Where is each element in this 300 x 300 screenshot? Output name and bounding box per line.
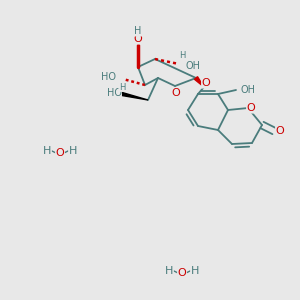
Text: O: O xyxy=(276,126,284,136)
Text: H: H xyxy=(179,52,185,61)
Text: H: H xyxy=(43,146,51,156)
Text: H: H xyxy=(69,146,77,156)
Text: HO: HO xyxy=(101,72,116,82)
Text: O: O xyxy=(172,88,180,98)
Polygon shape xyxy=(122,92,148,100)
Polygon shape xyxy=(194,77,204,87)
Text: H: H xyxy=(134,26,142,36)
Text: H: H xyxy=(191,266,199,276)
Text: H: H xyxy=(119,82,125,91)
Text: O: O xyxy=(247,103,255,113)
Text: O: O xyxy=(202,78,210,88)
Text: HO: HO xyxy=(106,88,122,98)
Text: O: O xyxy=(56,148,64,158)
Text: OH: OH xyxy=(185,61,200,71)
Text: OH: OH xyxy=(241,85,256,95)
Text: O: O xyxy=(134,34,142,44)
Text: O: O xyxy=(178,268,186,278)
Text: H: H xyxy=(165,266,173,276)
